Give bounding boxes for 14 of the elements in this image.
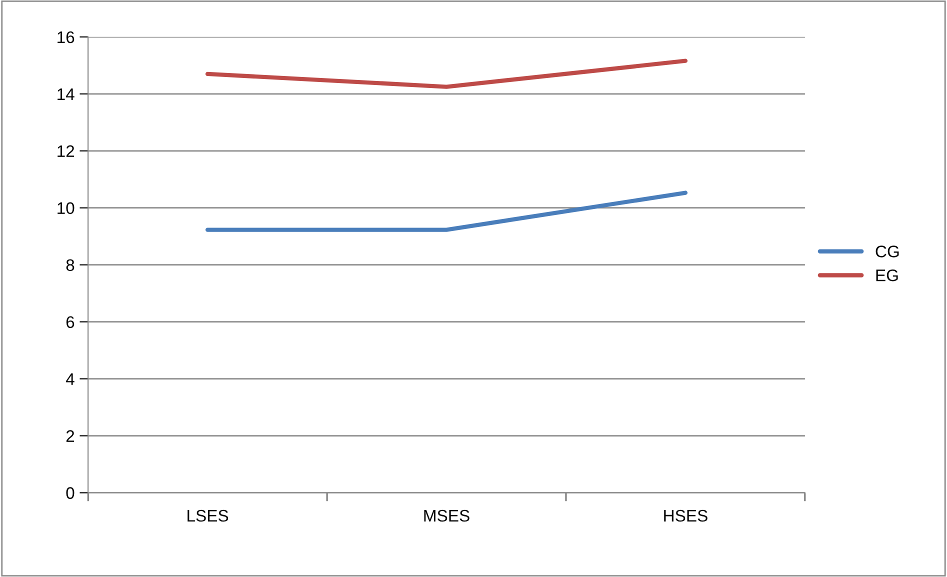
y-tick-label: 0 bbox=[66, 487, 74, 499]
y-tick-label: 12 bbox=[58, 145, 74, 157]
y-tick-label: 6 bbox=[66, 316, 74, 328]
y-tick-label: 16 bbox=[58, 31, 74, 44]
y-tick-label: 8 bbox=[66, 259, 74, 272]
y-tick-label: 10 bbox=[58, 202, 74, 214]
legend-label: EG bbox=[876, 269, 898, 282]
y-tick-label: 14 bbox=[58, 88, 74, 100]
y-tick-label: 2 bbox=[66, 430, 74, 442]
legend-label: CG bbox=[876, 246, 899, 258]
x-tick-label: MSES bbox=[424, 510, 470, 522]
x-tick-label: HSES bbox=[664, 510, 708, 522]
x-tick-label: LSES bbox=[188, 510, 228, 522]
y-tick-label: 4 bbox=[66, 373, 74, 385]
